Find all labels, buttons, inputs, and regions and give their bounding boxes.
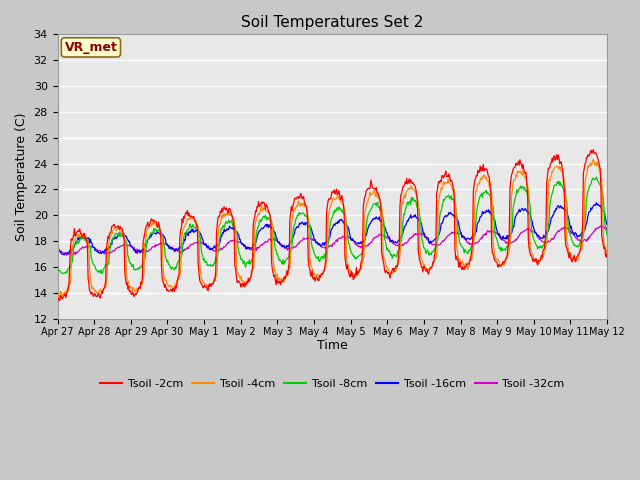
Tsoil -8cm bbox=[445, 192, 452, 198]
Tsoil -4cm bbox=[445, 180, 452, 185]
Tsoil -16cm bbox=[445, 210, 452, 216]
Tsoil -2cm bbox=[282, 272, 290, 277]
Line: Tsoil -16cm: Tsoil -16cm bbox=[58, 200, 640, 255]
Tsoil -32cm bbox=[412, 232, 420, 238]
Tsoil -2cm bbox=[54, 296, 61, 302]
Tsoil -2cm bbox=[231, 263, 239, 269]
Tsoil -4cm bbox=[231, 223, 239, 229]
Tsoil -32cm bbox=[231, 239, 239, 244]
Tsoil -16cm bbox=[124, 236, 131, 241]
Tsoil -32cm bbox=[636, 222, 640, 228]
Tsoil -2cm bbox=[445, 171, 452, 177]
Tsoil -32cm bbox=[124, 242, 131, 248]
Tsoil -4cm bbox=[54, 291, 61, 297]
Line: Tsoil -8cm: Tsoil -8cm bbox=[58, 173, 640, 274]
Tsoil -8cm bbox=[629, 170, 637, 176]
Tsoil -32cm bbox=[54, 247, 61, 253]
Tsoil -2cm bbox=[56, 298, 63, 303]
Tsoil -4cm bbox=[124, 276, 131, 282]
Tsoil -4cm bbox=[625, 153, 633, 158]
Line: Tsoil -32cm: Tsoil -32cm bbox=[58, 225, 640, 255]
Tsoil -8cm bbox=[231, 225, 239, 231]
Tsoil -16cm bbox=[61, 252, 68, 258]
Text: VR_met: VR_met bbox=[65, 41, 117, 54]
Tsoil -8cm bbox=[124, 241, 131, 247]
X-axis label: Time: Time bbox=[317, 339, 348, 352]
Tsoil -16cm bbox=[260, 224, 268, 230]
Tsoil -8cm bbox=[54, 265, 61, 271]
Tsoil -4cm bbox=[412, 191, 420, 196]
Tsoil -4cm bbox=[55, 295, 63, 300]
Tsoil -32cm bbox=[282, 244, 290, 250]
Tsoil -4cm bbox=[260, 207, 268, 213]
Tsoil -16cm bbox=[231, 228, 239, 233]
Tsoil -16cm bbox=[282, 245, 290, 251]
Tsoil -8cm bbox=[282, 256, 290, 262]
Tsoil -32cm bbox=[63, 252, 70, 258]
Tsoil -16cm bbox=[54, 247, 61, 253]
Tsoil -4cm bbox=[282, 274, 290, 279]
Line: Tsoil -4cm: Tsoil -4cm bbox=[58, 156, 640, 298]
Tsoil -8cm bbox=[260, 214, 268, 219]
Legend: Tsoil -2cm, Tsoil -4cm, Tsoil -8cm, Tsoil -16cm, Tsoil -32cm: Tsoil -2cm, Tsoil -4cm, Tsoil -8cm, Tsoi… bbox=[95, 374, 569, 393]
Tsoil -8cm bbox=[59, 271, 67, 276]
Y-axis label: Soil Temperature (C): Soil Temperature (C) bbox=[15, 112, 28, 241]
Tsoil -2cm bbox=[260, 200, 268, 205]
Title: Soil Temperatures Set 2: Soil Temperatures Set 2 bbox=[241, 15, 424, 30]
Tsoil -32cm bbox=[260, 240, 268, 246]
Tsoil -16cm bbox=[630, 197, 637, 203]
Line: Tsoil -2cm: Tsoil -2cm bbox=[58, 144, 640, 300]
Tsoil -16cm bbox=[412, 215, 420, 220]
Tsoil -2cm bbox=[412, 187, 420, 192]
Tsoil -2cm bbox=[626, 141, 634, 146]
Tsoil -32cm bbox=[445, 233, 452, 239]
Tsoil -8cm bbox=[412, 199, 420, 204]
Tsoil -2cm bbox=[124, 280, 131, 286]
